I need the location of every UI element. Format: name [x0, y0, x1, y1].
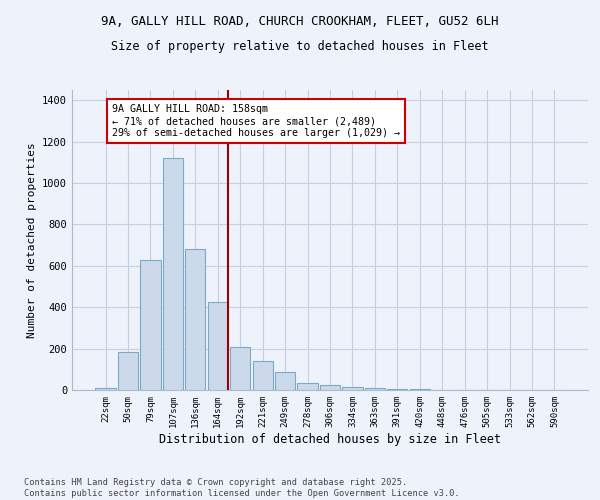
Text: Contains HM Land Registry data © Crown copyright and database right 2025.
Contai: Contains HM Land Registry data © Crown c… [24, 478, 460, 498]
Bar [365, 388, 385, 390]
Bar [387, 389, 407, 390]
Bar [253, 361, 273, 390]
Bar [185, 250, 205, 390]
Bar [298, 383, 317, 390]
X-axis label: Distribution of detached houses by size in Fleet: Distribution of detached houses by size … [159, 432, 501, 446]
Text: 9A GALLY HILL ROAD: 158sqm
← 71% of detached houses are smaller (2,489)
29% of s: 9A GALLY HILL ROAD: 158sqm ← 71% of deta… [112, 104, 400, 138]
Bar [343, 387, 362, 390]
Text: 9A, GALLY HILL ROAD, CHURCH CROOKHAM, FLEET, GU52 6LH: 9A, GALLY HILL ROAD, CHURCH CROOKHAM, FL… [101, 15, 499, 28]
Bar [208, 302, 228, 390]
Bar [320, 385, 340, 390]
Bar [163, 158, 183, 390]
Bar [275, 372, 295, 390]
Bar [230, 346, 250, 390]
Y-axis label: Number of detached properties: Number of detached properties [26, 142, 37, 338]
Text: Size of property relative to detached houses in Fleet: Size of property relative to detached ho… [111, 40, 489, 53]
Bar [140, 260, 161, 390]
Bar [118, 352, 138, 390]
Bar [95, 388, 116, 390]
